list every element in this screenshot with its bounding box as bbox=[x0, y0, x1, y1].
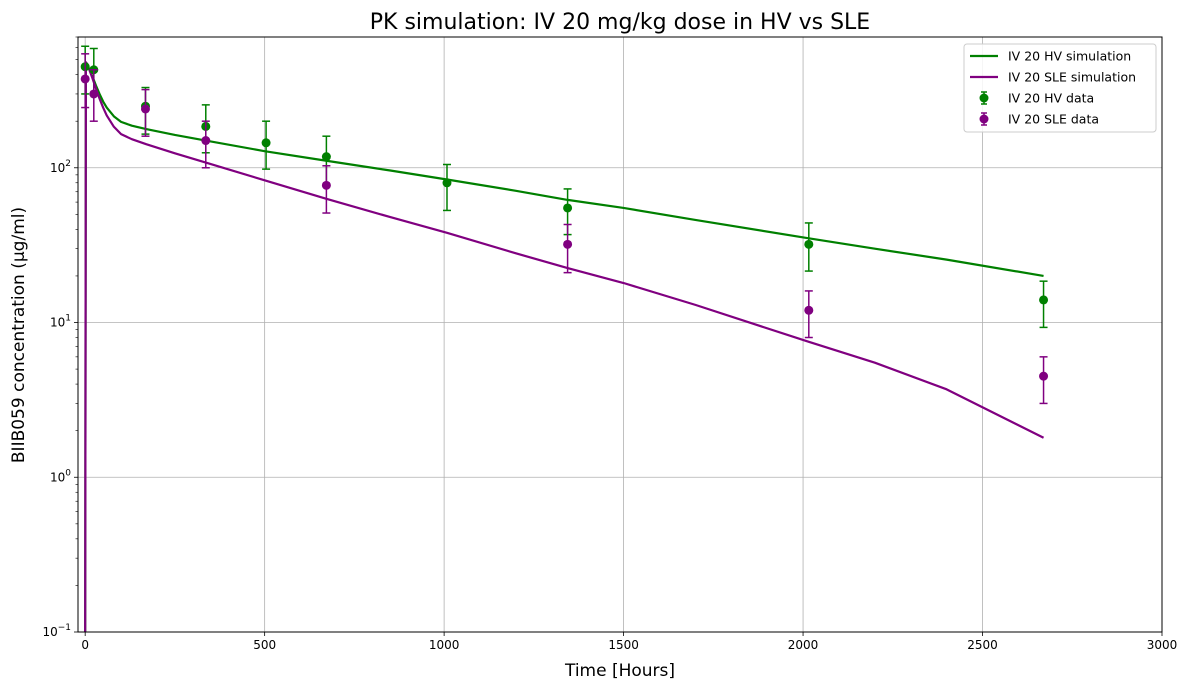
x-tick-label: 0 bbox=[81, 638, 89, 652]
data-point bbox=[89, 89, 99, 99]
x-tick-label: 1500 bbox=[608, 638, 639, 652]
data-point bbox=[140, 104, 150, 114]
y-tick-label: 101 bbox=[50, 314, 71, 330]
y-tick-label: 100 bbox=[50, 468, 71, 484]
data-point bbox=[442, 178, 452, 188]
data-point bbox=[80, 74, 90, 84]
data-point bbox=[261, 138, 271, 148]
y-axis-title: BIIB059 concentration (µg/ml) bbox=[9, 207, 29, 463]
x-axis-ticks: 0 500 1000 1500 2000 2500 3000 bbox=[81, 632, 1177, 652]
y-axis-ticks: 10−1 100 101 102 bbox=[42, 36, 78, 639]
chart-title: PK simulation: IV 20 mg/kg dose in HV vs… bbox=[370, 10, 870, 35]
legend-label: IV 20 SLE simulation bbox=[1008, 70, 1136, 85]
data-point bbox=[563, 203, 573, 213]
legend: IV 20 HV simulation IV 20 SLE simulation I… bbox=[963, 43, 1157, 133]
legend-label: IV 20 SLE data bbox=[1008, 112, 1099, 127]
y-tick-label: 10−1 bbox=[42, 623, 71, 639]
data-point bbox=[201, 136, 211, 146]
x-tick-label: 1000 bbox=[429, 638, 460, 652]
data-point bbox=[563, 239, 573, 249]
x-tick-label: 500 bbox=[253, 638, 276, 652]
legend-label: IV 20 HV data bbox=[1008, 91, 1094, 106]
x-tick-label: 3000 bbox=[1147, 638, 1178, 652]
data-point bbox=[321, 152, 331, 162]
x-axis-title: Time [Hours] bbox=[564, 661, 675, 681]
legend-marker-swatch bbox=[979, 93, 989, 103]
x-tick-label: 2000 bbox=[788, 638, 819, 652]
plot-frame bbox=[77, 36, 1163, 633]
data-point bbox=[1039, 295, 1049, 305]
plot-series bbox=[80, 45, 1049, 632]
data-point bbox=[804, 305, 814, 315]
data-point bbox=[804, 239, 814, 249]
data-point bbox=[1039, 371, 1049, 381]
legend-label: IV 20 HV simulation bbox=[1008, 49, 1131, 64]
legend-marker-swatch bbox=[979, 114, 989, 124]
data-point bbox=[321, 180, 331, 190]
x-tick-label: 2500 bbox=[967, 638, 998, 652]
y-tick-label: 102 bbox=[50, 159, 71, 175]
legend-box bbox=[963, 43, 1157, 133]
